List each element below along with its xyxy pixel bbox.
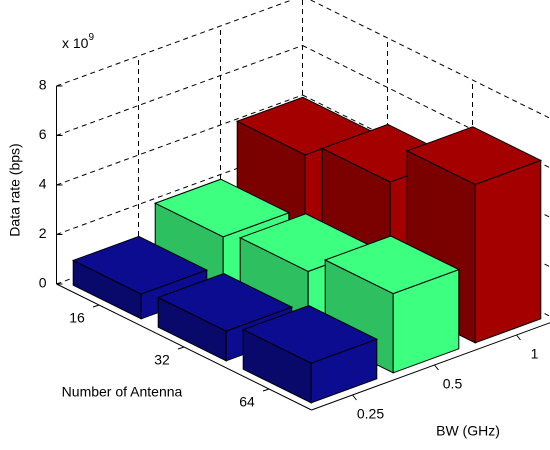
scale-base: x 10 <box>62 35 89 51</box>
z-tick-label: 0 <box>39 275 47 291</box>
x-tick-mark <box>177 346 185 350</box>
bar-top <box>323 235 461 295</box>
grid-line <box>309 0 550 119</box>
bar <box>241 305 379 404</box>
x-tick-mark <box>262 388 270 392</box>
grid-line <box>56 45 303 136</box>
z-tick-label: 6 <box>39 126 47 142</box>
scale-label: x 109 <box>62 32 94 51</box>
y-tick-mark <box>352 394 357 401</box>
z-tick-label: 4 <box>39 176 47 192</box>
z-tick-label: 2 <box>39 225 47 241</box>
bar-top <box>156 272 294 332</box>
x-tick-label: 16 <box>69 310 85 326</box>
bar-front <box>474 159 542 344</box>
y-tick-mark <box>434 364 439 371</box>
y-axis-label: BW (GHz) <box>436 423 500 439</box>
x-tick-label: 64 <box>239 394 255 410</box>
grid-line <box>56 0 294 87</box>
bar-top <box>153 178 291 238</box>
x-axis-label: Number of Antenna <box>62 384 183 400</box>
y-tick-mark <box>516 334 521 341</box>
y-tick-label: 0.25 <box>357 406 384 422</box>
z-axis-label: Data rate (bps) <box>7 143 23 236</box>
y-tick-label: 0.5 <box>443 376 463 392</box>
bar-top <box>71 235 209 295</box>
scale-exponent: 9 <box>88 32 94 43</box>
x-tick-label: 32 <box>154 352 170 368</box>
bar-top <box>241 305 379 364</box>
bar-top <box>405 126 543 185</box>
y-tick-label: 1 <box>531 346 539 362</box>
x-tick-mark <box>92 304 100 308</box>
bar <box>71 235 209 320</box>
z-tick-label: 8 <box>39 77 47 93</box>
grid-line <box>56 94 303 186</box>
